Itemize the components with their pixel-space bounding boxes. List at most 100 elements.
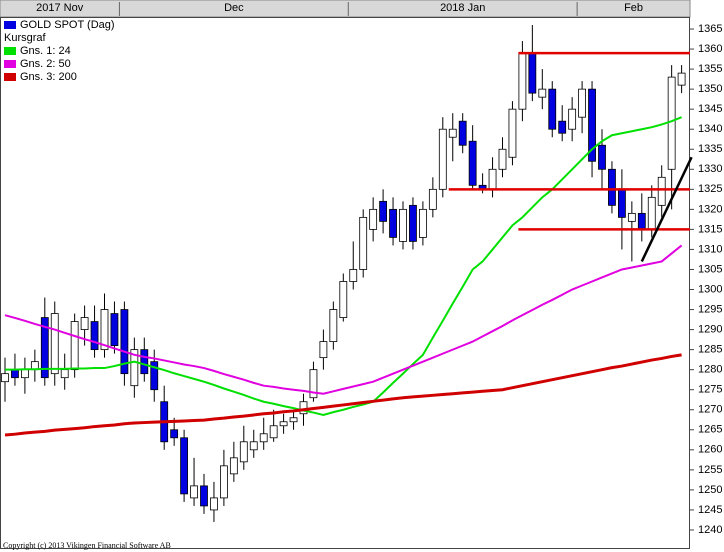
candle-body xyxy=(239,441,248,463)
candle-body xyxy=(100,309,109,351)
y-tick-label: 1365 xyxy=(698,23,722,35)
candle-body xyxy=(488,168,497,190)
y-tick-label: 1330 xyxy=(698,163,722,175)
y-tick-label: 1290 xyxy=(698,323,722,335)
candle-body xyxy=(458,120,467,146)
candle-body xyxy=(558,120,567,134)
candle-body xyxy=(677,72,686,86)
legend-label: Gns. 1: 24 xyxy=(20,45,71,57)
y-tick-label: 1240 xyxy=(698,524,722,536)
candle-body xyxy=(309,369,318,399)
candle-body xyxy=(249,441,258,451)
candle-body xyxy=(80,317,89,330)
legend-label: GOLD SPOT (Dag) xyxy=(20,19,115,31)
y-tick-label: 1265 xyxy=(698,424,722,436)
candle-body xyxy=(667,76,676,170)
candle-body xyxy=(428,188,437,210)
candle-body xyxy=(180,437,189,495)
y-tick-label: 1260 xyxy=(698,444,722,456)
candle-body xyxy=(438,128,447,190)
y-tick-label: 1275 xyxy=(698,384,722,396)
x-tick-label: 2017 Nov xyxy=(36,2,84,14)
candle-body xyxy=(339,281,348,318)
candle-body xyxy=(657,176,666,206)
candle-body xyxy=(598,144,606,170)
candle-body xyxy=(90,321,99,351)
y-tick-label: 1305 xyxy=(698,263,722,275)
candle-body xyxy=(588,88,596,162)
candle-body xyxy=(448,128,457,138)
candle-body xyxy=(618,188,626,218)
candle-body xyxy=(20,369,29,379)
candle-body xyxy=(110,313,119,347)
y-tick-label: 1340 xyxy=(698,123,722,135)
candle-body xyxy=(11,369,19,379)
candle-body xyxy=(279,421,288,427)
candle-body xyxy=(548,88,557,130)
candle-body xyxy=(389,208,397,238)
candle-body xyxy=(70,321,79,371)
x-tick-label: Feb xyxy=(624,2,643,14)
candle-body xyxy=(568,108,577,130)
header-bar xyxy=(0,0,691,18)
candle-body xyxy=(498,148,507,170)
candle-body xyxy=(379,200,388,222)
candle-body xyxy=(1,373,9,383)
candle-body xyxy=(299,401,308,415)
footer: Copyright (c) 2013 Vikingen Financial So… xyxy=(3,541,171,550)
moving-average xyxy=(4,244,683,395)
candle-body xyxy=(349,269,358,282)
candle-body xyxy=(50,313,59,375)
y-tick-label: 1280 xyxy=(698,364,722,376)
candle-body xyxy=(528,52,537,94)
candle-body xyxy=(369,208,378,230)
candle-body xyxy=(637,212,646,230)
candle-body xyxy=(647,196,656,230)
plot-frame xyxy=(0,17,690,549)
y-tick-label: 1320 xyxy=(698,203,722,215)
y-tick-label: 1250 xyxy=(698,484,722,496)
candle-body xyxy=(60,369,69,379)
candle-body xyxy=(150,361,159,391)
y-tick-label: 1355 xyxy=(698,63,722,75)
candle-body xyxy=(130,349,139,387)
y-tick-label: 1245 xyxy=(698,504,722,516)
legend-subtitle: Kursgraf xyxy=(4,32,47,44)
candle-body xyxy=(409,204,417,242)
legend-label: Gns. 2: 50 xyxy=(20,58,71,70)
candle-body xyxy=(140,349,149,375)
x-tick-label: 2018 Jan xyxy=(440,2,485,14)
candle-body xyxy=(518,52,527,110)
y-tick-label: 1325 xyxy=(698,183,722,195)
candle-body xyxy=(359,216,368,270)
legend-swatch xyxy=(4,47,16,55)
candle-body xyxy=(219,465,228,499)
y-tick-label: 1255 xyxy=(698,464,722,476)
y-tick-label: 1335 xyxy=(698,143,722,155)
candle-body xyxy=(289,417,298,423)
candle-body xyxy=(200,485,208,507)
trendline xyxy=(640,156,693,262)
moving-average xyxy=(4,353,682,437)
legend-swatch xyxy=(4,73,16,81)
legend-swatch xyxy=(4,21,16,29)
candle-body xyxy=(259,433,268,443)
candle-body xyxy=(269,425,278,439)
candle-body xyxy=(627,212,636,222)
candle-body xyxy=(170,429,179,439)
candle-body xyxy=(468,140,477,186)
candle-body xyxy=(40,317,49,379)
candle-body xyxy=(329,309,338,343)
candle-body xyxy=(399,208,407,242)
candle-body xyxy=(229,457,238,475)
candle-body xyxy=(190,485,198,499)
y-tick-label: 1270 xyxy=(698,404,722,416)
y-tick-label: 1350 xyxy=(698,83,722,95)
candle-body xyxy=(319,341,328,359)
y-tick-label: 1285 xyxy=(698,344,722,356)
y-tick-label: 1300 xyxy=(698,283,722,295)
candle-body xyxy=(120,309,129,375)
